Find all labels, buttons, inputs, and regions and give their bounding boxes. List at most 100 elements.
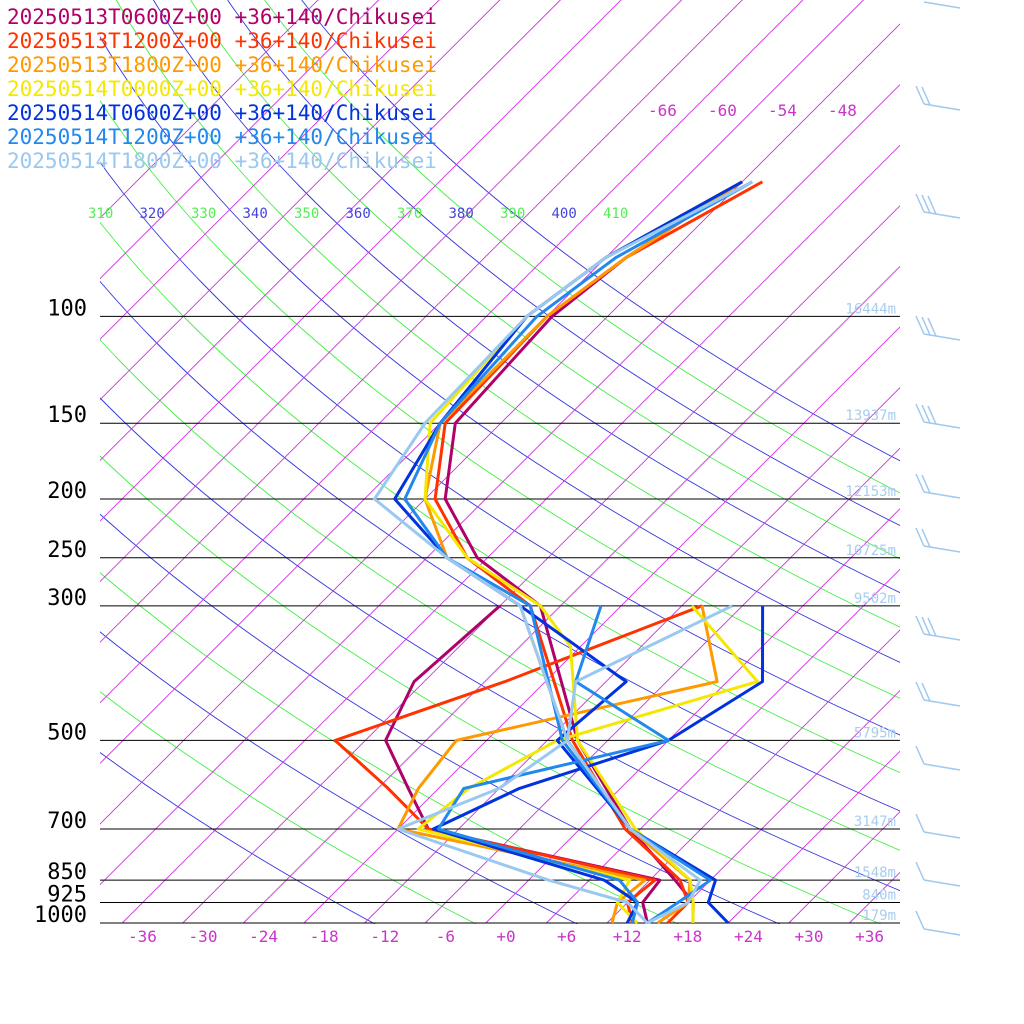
wind-barb-icon [923, 1, 961, 9]
wind-barb-icon [923, 928, 961, 936]
temperature-tick-label: +24 [734, 927, 763, 946]
isotherm-line [364, 386, 900, 924]
wind-barb-flag [915, 615, 925, 635]
height-label: 16444m [845, 301, 896, 317]
isotherm-line [788, 811, 900, 924]
legend-entry: 20250513T1200Z+00 +36+140/Chikusei [7, 29, 437, 53]
upper-isotherm-labels: -66 -60 -54 -48 [648, 101, 857, 120]
pressure-label: 925 [47, 882, 87, 907]
isotherm-line [243, 265, 900, 924]
temperature-tick-label: +30 [795, 927, 824, 946]
theta-label: 320 [140, 206, 165, 222]
wind-barb-flag [921, 474, 931, 494]
isotherm-line [485, 508, 900, 924]
temperature-tick-label: -24 [249, 927, 278, 946]
dewpoint-profile-line [396, 605, 719, 924]
wind-barb-flag [915, 527, 925, 547]
legend-entry: 20250514T0600Z+00 +36+140/Chikusei [7, 101, 437, 125]
wind-barb-column [915, 1, 961, 936]
dewpoint-profile-line [396, 604, 733, 924]
pressure-label: 300 [47, 586, 87, 611]
dry-adiabat-line [227, 0, 900, 527]
wind-barb-flag [921, 682, 931, 702]
theta-label: 380 [449, 206, 474, 222]
theta-label: 400 [552, 206, 577, 222]
temperature-profile-line [403, 180, 754, 924]
wind-barb-flag [921, 616, 931, 636]
wind-barb-flag [915, 473, 925, 493]
dewpoint-profile-line [431, 605, 765, 924]
dry-adiabat-line [100, 161, 900, 736]
temperature-profile-line [433, 180, 764, 924]
dewpoint-profile-line [333, 604, 703, 924]
dry-adiabat-grid [100, 0, 900, 924]
dry-adiabat-line [100, 99, 900, 699]
dry-adiabat-line [100, 280, 900, 812]
wind-barb-icon [923, 831, 961, 839]
wind-barb-flag [915, 681, 925, 701]
theta-label: 360 [346, 206, 371, 222]
pressure-label: 250 [47, 538, 87, 563]
isotherm-line [100, 83, 900, 886]
height-label: 9502m [854, 591, 896, 607]
wind-barb-flag [927, 317, 937, 337]
temperature-tick-label: -36 [128, 927, 157, 946]
pressure-label: 1000 [34, 903, 87, 928]
dry-adiabat-line [301, 0, 900, 462]
wind-barb-icon [923, 763, 961, 771]
legend-entry: 20250513T1800Z+00 +36+140/Chikusei [7, 53, 437, 77]
wind-barb-icon [923, 879, 961, 887]
wind-barb-flag [921, 86, 931, 106]
theta-label: 410 [603, 206, 628, 222]
isotherm-line [727, 750, 900, 924]
isotherm-line [100, 0, 683, 583]
legend: 20250513T0600Z+00 +36+140/Chikusei202505… [7, 5, 437, 173]
pressure-label: 700 [47, 809, 87, 834]
upper-isotherm-label: -48 [828, 101, 857, 120]
isotherm-line [100, 23, 900, 825]
wind-barb-flag [915, 861, 925, 881]
pressure-label: 500 [47, 720, 87, 745]
dewpoint-profile-line [384, 604, 662, 924]
wind-barb-flag [927, 617, 937, 637]
theta-label: 370 [397, 206, 422, 222]
isotherm-line [100, 0, 743, 643]
wind-barb-flag [921, 316, 931, 336]
dry-adiabat-line [100, 513, 780, 924]
theta-label: 390 [500, 206, 525, 222]
dry-adiabat-line [100, 751, 376, 924]
height-label: 13937m [845, 408, 896, 424]
isotherm-line [667, 689, 900, 924]
pressure-label: 200 [47, 479, 87, 504]
wind-barb-flag [915, 85, 925, 105]
wind-barb-flag [915, 745, 925, 765]
dry-adiabat-line [264, 0, 900, 494]
isotherm-line [100, 0, 319, 219]
wind-barb-flag [921, 528, 931, 548]
theta-label: 340 [243, 206, 268, 222]
dry-adiabat-line [100, 221, 900, 774]
isotherm-line [606, 629, 900, 924]
isotherm-line [100, 0, 501, 401]
isotherm-line [546, 568, 900, 924]
temperature-tick-label: -12 [370, 927, 399, 946]
isotherm-line [303, 326, 900, 924]
pressure-label: 850 [47, 860, 87, 885]
height-label: 3147m [854, 814, 896, 830]
pressure-label: 150 [47, 403, 87, 428]
temperature-tick-label: +36 [855, 927, 884, 946]
sounding-series [333, 180, 765, 924]
legend-entry: 20250514T1200Z+00 +36+140/Chikusei [7, 125, 437, 149]
isotherm-grid [100, 0, 900, 924]
isotherm-line [100, 0, 440, 340]
height-label: 1548m [854, 865, 896, 881]
legend-entry: 20250514T0000Z+00 +36+140/Chikusei [7, 77, 437, 101]
temperature-tick-label: +6 [557, 927, 576, 946]
height-label: 840m [862, 887, 896, 903]
wind-barb-flag [915, 813, 925, 833]
temperature-axis-ticks: -36 -30 -24 -18 -12 -6 +0 +6 +12 +18 +24 +30 +36 [128, 927, 884, 946]
dry-adiabat-line [100, 397, 900, 892]
dry-adiabat-line [100, 691, 477, 924]
legend-entry: 20250514T1800Z+00 +36+140/Chikusei [7, 149, 437, 173]
